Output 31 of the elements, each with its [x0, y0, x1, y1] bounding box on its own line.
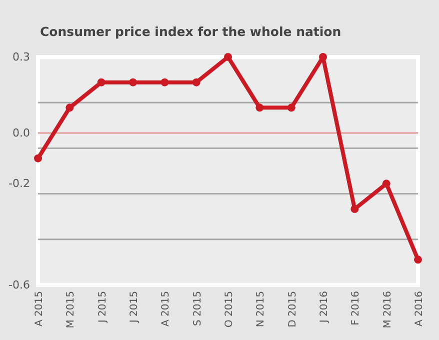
- point: [97, 78, 106, 86]
- x-tick-label: M 2015: [66, 291, 77, 328]
- point: [350, 205, 359, 213]
- y-tick-label: -0.6: [8, 278, 30, 292]
- x-tick-label: A 2015: [160, 291, 172, 326]
- point: [34, 154, 42, 162]
- x-tick-label: S 2015: [192, 291, 204, 326]
- point: [129, 78, 137, 86]
- point: [160, 78, 169, 86]
- x-tick-label: A 2016: [414, 291, 425, 326]
- point: [287, 104, 296, 112]
- point: [66, 104, 74, 112]
- x-tick-label: N 2015: [256, 291, 267, 328]
- y-tick-label: 0.0: [12, 126, 30, 140]
- point: [414, 256, 422, 264]
- chart-title: Consumer price index for the whole nation: [40, 24, 342, 39]
- x-tick-label: D 2015: [287, 291, 298, 328]
- y-tick-label: -0.2: [8, 177, 30, 190]
- point: [382, 180, 390, 188]
- x-tick-label: A 2015: [34, 291, 45, 326]
- point: [319, 53, 327, 61]
- x-tick-label: J 2015: [97, 291, 108, 324]
- point: [224, 53, 232, 61]
- x-tick-label: J 2015: [129, 291, 140, 324]
- point: [192, 78, 200, 86]
- x-tick-label: O 2015: [224, 291, 235, 328]
- x-tick-label: M 2016: [382, 291, 394, 328]
- y-tick-label: 0.3: [12, 50, 30, 64]
- x-tick-label: J 2016: [319, 291, 330, 324]
- x-tick-label: F 2016: [350, 291, 362, 326]
- point: [256, 104, 264, 112]
